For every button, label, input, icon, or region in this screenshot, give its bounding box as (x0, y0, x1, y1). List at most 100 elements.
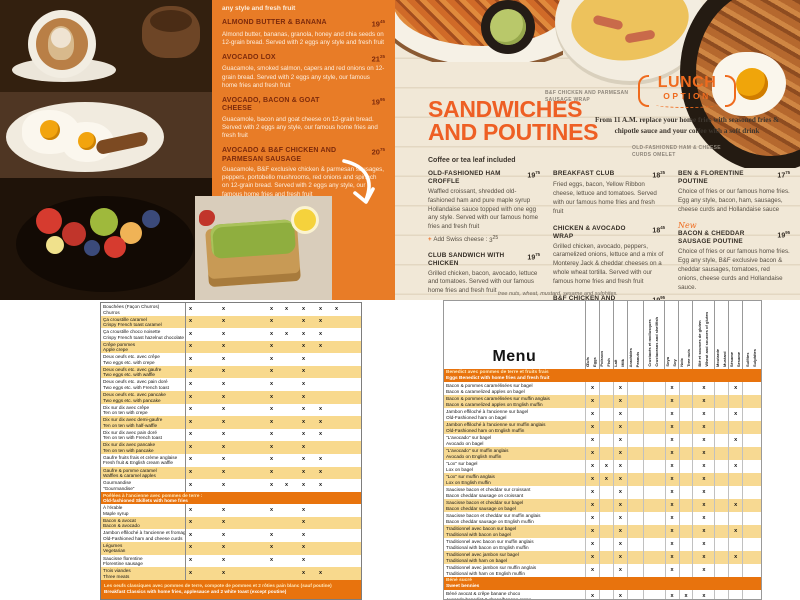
allergen-cell: x (585, 473, 599, 486)
row-label-fr: Deux oeufs etc. avec gaufre (103, 366, 162, 372)
row-label-en: Bacon cheddar sausage on English muffin (446, 518, 534, 524)
row-label-fr: Dix sur dix avec demi-gaufre (103, 417, 163, 423)
row-label-en: Maple syrup (103, 510, 129, 516)
allergen-cell: x (692, 421, 714, 434)
allergen-cell: x (585, 421, 599, 434)
item-name: ALMOND BUTTER & BANANA (222, 19, 327, 26)
hash-plate-photo (395, 0, 563, 62)
allergen-mark: x (302, 519, 306, 526)
allergen-cell: x (612, 551, 627, 564)
allergen-mark: x (222, 305, 226, 312)
allergen-cell (714, 512, 728, 525)
allergen-cell (599, 499, 613, 512)
menu-item-header: AVOCADO & B&F CHICKEN AND PARMESAN SAUSA… (222, 147, 385, 164)
allergen-row: Traditionnel avec bacon sur bagel Traditi… (444, 525, 761, 538)
allergen-row-label: Deux oeufs etc. avec pain doré Two eggs e… (101, 378, 186, 392)
allergen-cell: x (728, 551, 742, 564)
allergen-cell: x (664, 395, 679, 408)
allergen-mark: x (270, 531, 274, 538)
omelet-photo (553, 0, 703, 96)
allergen-mark: x (319, 330, 323, 337)
allergen-row: Saucisse bacon et cheddar sur croissant B… (444, 486, 761, 499)
allergen-cell: x (585, 525, 599, 538)
allergen-cell: x (664, 473, 679, 486)
allergen-column-header: Sésame Sesame (728, 301, 742, 369)
item-description: Grilled chicken, avocado, peppers, caram… (553, 242, 664, 285)
row-label-fr: Gourmandise (103, 480, 132, 486)
row-label-en: Fresh fruit & English cream waffle (103, 460, 173, 466)
menu-item: BREAKFAST CLUB 1825 Fried eggs, bacon, Yel… (553, 170, 665, 217)
allergen-cell (742, 525, 761, 538)
allergen-cell: x (599, 460, 613, 473)
allergen-mark: x (222, 355, 226, 362)
allergen-cell (714, 525, 728, 538)
allergen-cell: x (728, 460, 742, 473)
allergen-row-label: Deux oeufs etc. avec crêpe Two eggs etc. … (101, 353, 186, 366)
allergen-cell: x (728, 499, 742, 512)
allergen-mark: x (270, 544, 274, 551)
allergen-row: À l'érable Maple syrup x x x x (101, 504, 361, 517)
allergen-column-header: Poisson Fish (598, 301, 613, 369)
row-label-fr: Légumes (103, 542, 123, 548)
header-en: Sulphites (752, 348, 758, 367)
allergen-row: Dix sur dix avec demi-gaufre Ten on ten w… (101, 416, 361, 429)
fruit-bowl-photo (0, 178, 212, 300)
allergen-mark: x (302, 330, 306, 337)
lunch-option-badge: LUNCH OPTION (638, 74, 736, 111)
allergen-cell (678, 512, 693, 525)
row-label-en: Two eggs etc. with crepe (103, 359, 155, 365)
row-label-fr: "L'avocado" sur muffin anglais (446, 447, 509, 453)
item-description: Guacamole, smoked salmon, capers and red… (222, 65, 385, 89)
allergen-cell: x (692, 434, 714, 447)
allergen-mark: x (189, 443, 193, 450)
allergen-cell: x (692, 590, 714, 599)
allergen-table-right-body: Benedict avec pommes de terre et fruits … (444, 369, 761, 599)
row-label-en: Florentine sausage (103, 561, 143, 567)
allergen-cell (599, 525, 613, 538)
row-label-en: Two eggs etc. with French toast (103, 384, 169, 390)
allergen-row-label: Ça croustille caramel Crispy French toast… (101, 315, 186, 329)
allergen-cell (626, 486, 643, 499)
allergen-mark: x (189, 469, 193, 476)
menu-item-header: AVOCADO LOX 2125 (222, 54, 385, 64)
allergen-mark: x (302, 456, 306, 463)
curved-arrow-icon (342, 159, 375, 204)
allergen-cell: x (728, 408, 742, 421)
allergen-row: Ça croustille choco noisette Crispy Frenc… (101, 328, 361, 341)
allergen-column-header: Soya Soy (664, 301, 678, 369)
header-en: Tree nuts (685, 349, 691, 367)
allergen-cell: x (612, 408, 627, 421)
lemon-slice-shape (291, 206, 319, 234)
menu-item-header: BEN & FLORENTINE POUTINE 1775 (678, 170, 790, 186)
allergen-cell: x (692, 486, 714, 499)
allergen-cell (599, 395, 613, 408)
menu-item: B&F CHICKEN AND PARMESAN SAUSAGE WRAP 199… (553, 295, 665, 301)
header-en: Soy (671, 359, 677, 367)
item-price: 1945 (371, 19, 385, 29)
allergen-mark: x (222, 431, 226, 438)
header-fr: Sésame (728, 351, 734, 367)
row-label-en: Vegetarian (103, 548, 126, 554)
item-description: Almond butter, bananas, granola, honey a… (222, 30, 384, 46)
allergen-mark: x (270, 406, 274, 413)
allergen-row: Saucisse bacon et cheddar sur bagel Bacon… (444, 499, 761, 512)
allergen-row-label: Jambon effiloché à l'ancienne sur bagel O… (444, 408, 585, 421)
row-label-fr: Saucisse bacon et cheddar sur croissant (446, 486, 531, 492)
row-label-fr: Traditionnel avec jambon sur muffin angl… (446, 564, 537, 570)
allergen-cell (626, 499, 643, 512)
allergen-cell (599, 590, 613, 599)
menu-columns: OLD-FASHIONED HAM CROFFLE 1975 Waffled cro… (428, 170, 790, 300)
sandwiches-page: B&F CHICKEN AND PARMESAN SAUSAGE WRAP OL… (395, 0, 800, 300)
section-label-fr: Benedict avec pommes de terre et fruits … (446, 369, 549, 375)
allergen-cell (742, 473, 761, 486)
menu-item-header: OLD-FASHIONED HAM CROFFLE 1975 (428, 170, 540, 186)
allergen-cell: x (728, 525, 742, 538)
allergen-cell: x (585, 395, 599, 408)
